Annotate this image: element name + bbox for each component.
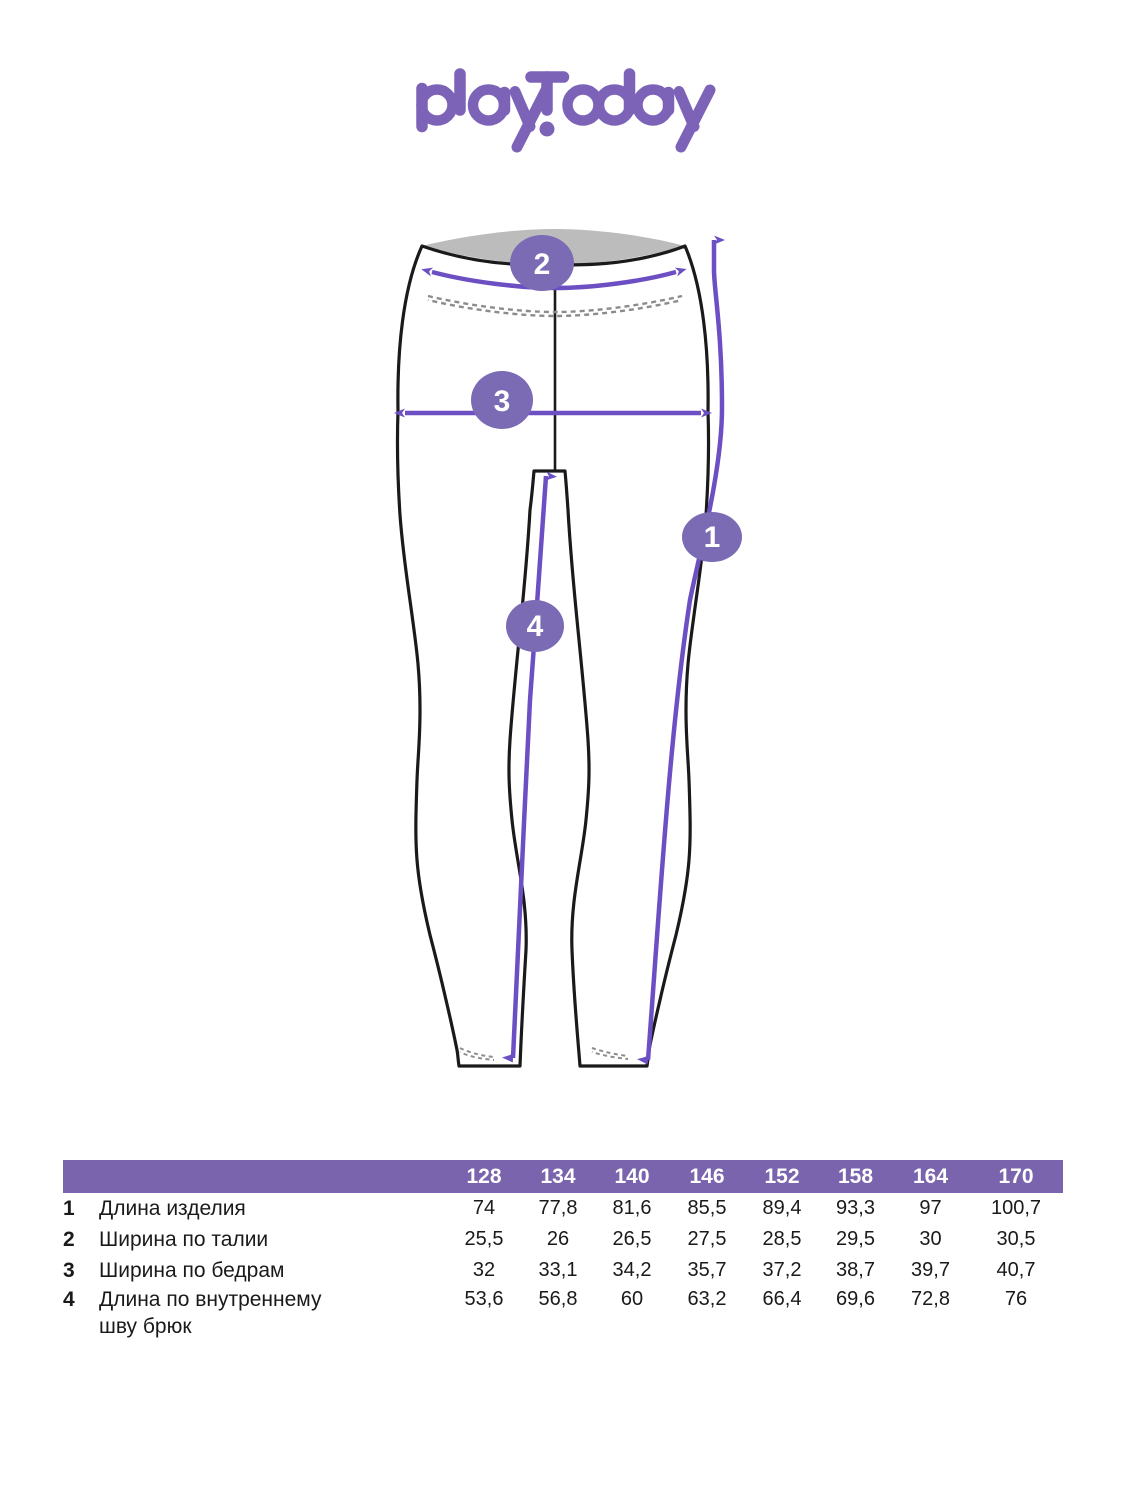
svg-text:1: 1 — [704, 521, 721, 554]
svg-text:2: 2 — [534, 248, 551, 281]
svg-text:4: 4 — [527, 610, 544, 643]
svg-text:3: 3 — [494, 385, 511, 418]
